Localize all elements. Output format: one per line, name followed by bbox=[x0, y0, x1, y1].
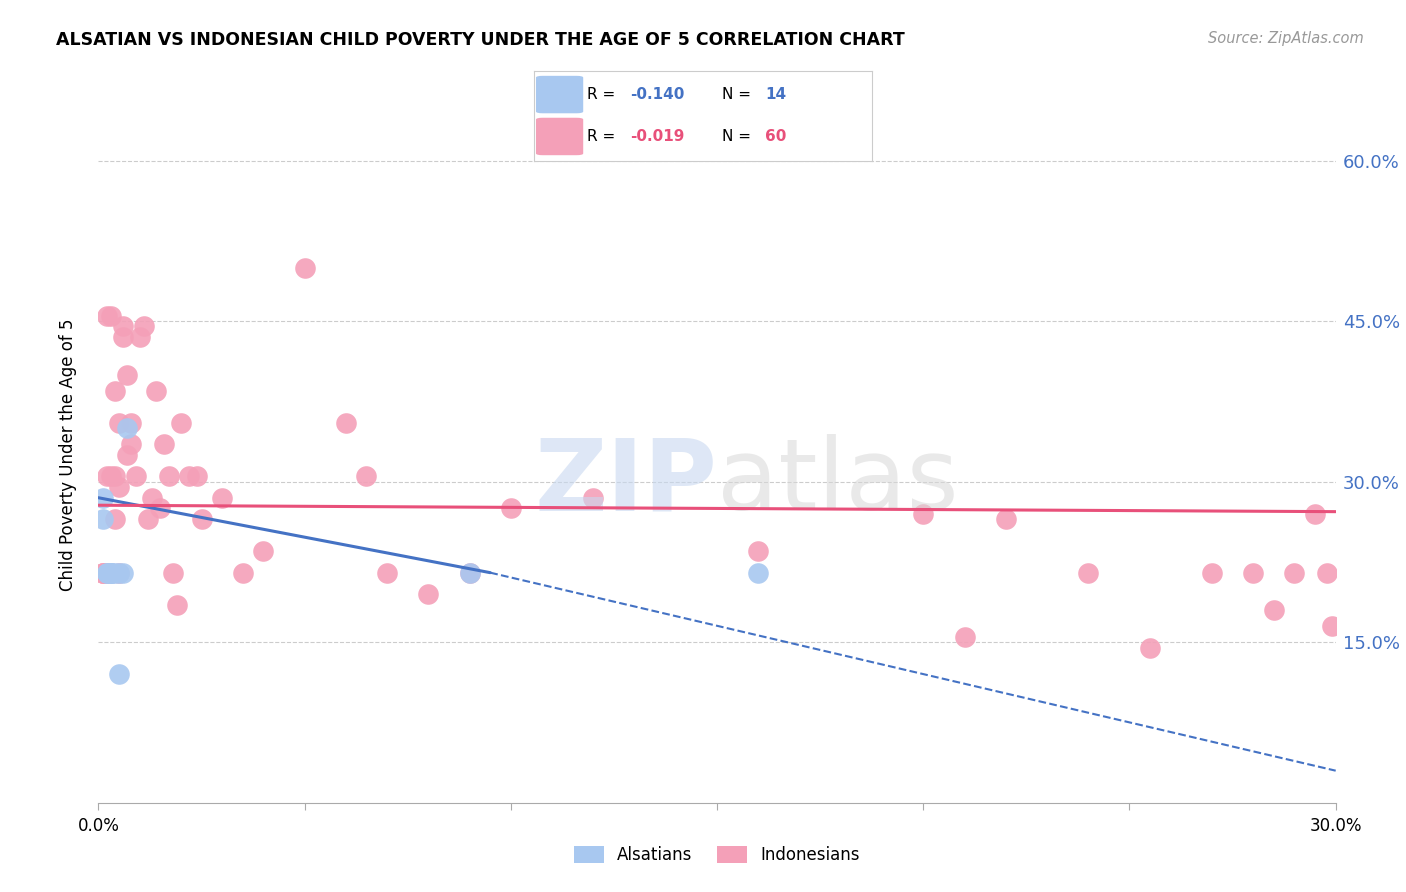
Point bbox=[1263, 603, 1285, 617]
Point bbox=[294, 260, 316, 275]
Text: N =: N = bbox=[721, 129, 755, 144]
Point bbox=[499, 501, 522, 516]
Point bbox=[232, 566, 254, 580]
Point bbox=[1284, 566, 1306, 580]
Point bbox=[375, 566, 398, 580]
Point bbox=[1241, 566, 1264, 580]
FancyBboxPatch shape bbox=[536, 118, 583, 155]
Point bbox=[186, 469, 208, 483]
Point bbox=[91, 491, 114, 505]
Text: 14: 14 bbox=[765, 87, 786, 102]
Point bbox=[100, 309, 122, 323]
Point bbox=[747, 544, 769, 558]
Text: ZIP: ZIP bbox=[534, 434, 717, 532]
Text: R =: R = bbox=[586, 87, 620, 102]
Point bbox=[162, 566, 184, 580]
Point bbox=[166, 598, 188, 612]
FancyBboxPatch shape bbox=[536, 76, 583, 113]
Point bbox=[356, 469, 378, 483]
Point bbox=[100, 469, 122, 483]
Point bbox=[112, 319, 135, 334]
Point bbox=[96, 566, 118, 580]
Text: R =: R = bbox=[586, 129, 620, 144]
Text: 60: 60 bbox=[765, 129, 787, 144]
Point bbox=[335, 416, 357, 430]
Point bbox=[179, 469, 201, 483]
Point bbox=[96, 309, 118, 323]
Point bbox=[458, 566, 481, 580]
Point bbox=[100, 566, 122, 580]
Point bbox=[96, 469, 118, 483]
Point bbox=[108, 566, 131, 580]
Point bbox=[157, 469, 180, 483]
Point bbox=[1320, 619, 1343, 633]
Point bbox=[120, 416, 142, 430]
Text: -0.140: -0.140 bbox=[630, 87, 685, 102]
Point bbox=[418, 587, 440, 601]
Point bbox=[91, 566, 114, 580]
Point bbox=[136, 512, 159, 526]
Point bbox=[141, 491, 163, 505]
Point bbox=[252, 544, 274, 558]
Point bbox=[96, 566, 118, 580]
Point bbox=[953, 630, 976, 644]
Point bbox=[108, 566, 131, 580]
Point bbox=[117, 368, 139, 382]
Point bbox=[120, 437, 142, 451]
Point bbox=[100, 566, 122, 580]
Point bbox=[96, 566, 118, 580]
Text: Source: ZipAtlas.com: Source: ZipAtlas.com bbox=[1208, 31, 1364, 46]
Point bbox=[582, 491, 605, 505]
Point bbox=[112, 566, 135, 580]
Point bbox=[104, 469, 127, 483]
Point bbox=[211, 491, 233, 505]
Point bbox=[108, 416, 131, 430]
Point bbox=[458, 566, 481, 580]
Point bbox=[112, 330, 135, 344]
Point bbox=[132, 319, 155, 334]
Point bbox=[117, 421, 139, 435]
Point bbox=[994, 512, 1017, 526]
Point bbox=[124, 469, 146, 483]
Point bbox=[153, 437, 176, 451]
Point bbox=[912, 507, 935, 521]
Point bbox=[145, 384, 167, 398]
Point bbox=[104, 512, 127, 526]
Point bbox=[149, 501, 172, 516]
Point bbox=[1201, 566, 1223, 580]
Point bbox=[108, 480, 131, 494]
Point bbox=[1139, 640, 1161, 655]
Point bbox=[104, 566, 127, 580]
Text: ALSATIAN VS INDONESIAN CHILD POVERTY UNDER THE AGE OF 5 CORRELATION CHART: ALSATIAN VS INDONESIAN CHILD POVERTY UND… bbox=[56, 31, 905, 49]
Point bbox=[104, 384, 127, 398]
Point bbox=[1077, 566, 1099, 580]
Point bbox=[108, 667, 131, 681]
Y-axis label: Child Poverty Under the Age of 5: Child Poverty Under the Age of 5 bbox=[59, 318, 77, 591]
Point bbox=[190, 512, 212, 526]
Point bbox=[128, 330, 150, 344]
Point bbox=[91, 512, 114, 526]
Text: -0.019: -0.019 bbox=[630, 129, 685, 144]
Text: atlas: atlas bbox=[717, 434, 959, 532]
Point bbox=[117, 448, 139, 462]
Point bbox=[100, 566, 122, 580]
Point bbox=[170, 416, 193, 430]
Point bbox=[91, 566, 114, 580]
Text: N =: N = bbox=[721, 87, 755, 102]
Point bbox=[1303, 507, 1326, 521]
Point bbox=[100, 566, 122, 580]
Point bbox=[91, 566, 114, 580]
Legend: Alsatians, Indonesians: Alsatians, Indonesians bbox=[567, 839, 868, 871]
Point bbox=[1316, 566, 1339, 580]
Point bbox=[747, 566, 769, 580]
